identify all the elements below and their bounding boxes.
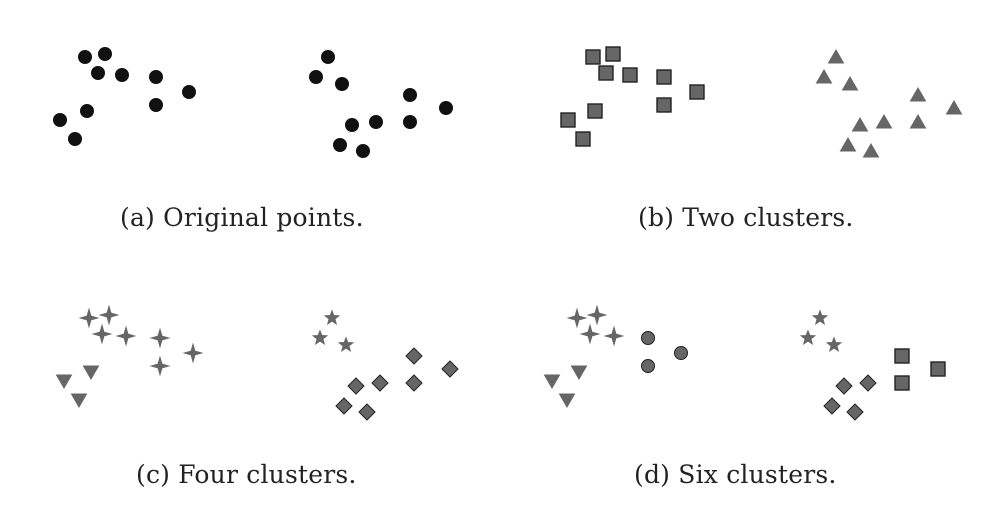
circle-point <box>80 104 94 118</box>
plus-star-point <box>78 307 100 329</box>
circle-point <box>149 70 163 84</box>
circle-point <box>403 115 417 129</box>
plus-star-point <box>91 323 113 345</box>
circle-point <box>98 47 112 61</box>
diamond-point <box>405 374 423 392</box>
diamond-point <box>441 360 459 378</box>
circle-point <box>78 50 92 64</box>
plus-star-point <box>98 304 120 326</box>
square-point <box>689 84 705 100</box>
panel-two-clusters <box>560 46 963 158</box>
caption-two-clusters: (b) Two clusters. <box>638 203 854 232</box>
circle-point <box>369 115 383 129</box>
plus-star-point <box>182 342 204 364</box>
star-point <box>323 309 341 325</box>
circle-point <box>335 77 349 91</box>
panel-four-clusters <box>55 304 459 421</box>
square-point <box>575 131 591 147</box>
star-point <box>799 329 817 345</box>
triangle-point <box>862 142 880 158</box>
square-point <box>894 375 910 391</box>
triangle-point <box>851 116 869 132</box>
circle-point <box>182 85 196 99</box>
circle-point <box>641 331 655 345</box>
diamond-point <box>371 374 389 392</box>
triangle-point <box>909 86 927 102</box>
caption-four-clusters: (c) Four clusters. <box>136 460 357 489</box>
circle-point <box>641 359 655 373</box>
plus-star-point <box>603 325 625 347</box>
star-point <box>825 336 843 352</box>
circle-point <box>115 68 129 82</box>
diamond-point <box>335 397 353 415</box>
circle-point <box>439 101 453 115</box>
circle-point <box>321 50 335 64</box>
plus-star-point <box>149 355 171 377</box>
circle-point <box>403 88 417 102</box>
circle-point <box>333 138 347 152</box>
triangle-down-point <box>70 393 88 409</box>
triangle-point <box>839 136 857 152</box>
triangle-point <box>827 48 845 64</box>
diamond-point <box>823 397 841 415</box>
plus-star-point <box>149 327 171 349</box>
circle-point <box>674 346 688 360</box>
square-point <box>605 46 621 62</box>
square-point <box>585 49 601 65</box>
triangle-point <box>909 113 927 129</box>
plus-star-point <box>115 325 137 347</box>
circle-point <box>91 66 105 80</box>
diamond-point <box>347 377 365 395</box>
triangle-point <box>875 113 893 129</box>
square-point <box>894 348 910 364</box>
circle-point <box>53 113 67 127</box>
square-point <box>622 67 638 83</box>
diamond-point <box>859 374 877 392</box>
star-point <box>811 309 829 325</box>
diamond-point <box>846 403 864 421</box>
circle-point <box>149 98 163 112</box>
square-point <box>587 103 603 119</box>
plus-star-point <box>586 304 608 326</box>
circle-point <box>68 132 82 146</box>
triangle-down-point <box>570 365 588 381</box>
square-point <box>656 69 672 85</box>
square-point <box>930 361 946 377</box>
triangle-point <box>815 68 833 84</box>
panel-original-points <box>53 47 453 158</box>
diamond-point <box>358 403 376 421</box>
square-point <box>598 65 614 81</box>
star-point <box>311 329 329 345</box>
panel-six-clusters <box>543 304 946 421</box>
square-point <box>656 97 672 113</box>
square-point <box>560 112 576 128</box>
caption-six-clusters: (d) Six clusters. <box>634 460 837 489</box>
triangle-point <box>945 99 963 115</box>
diamond-point <box>835 377 853 395</box>
triangle-down-point <box>543 374 561 390</box>
caption-original-points: (a) Original points. <box>120 203 364 232</box>
circle-point <box>345 118 359 132</box>
plus-star-point <box>579 323 601 345</box>
diamond-point <box>405 347 423 365</box>
triangle-point <box>841 75 859 91</box>
triangle-down-point <box>55 374 73 390</box>
circle-point <box>356 144 370 158</box>
plus-star-point <box>566 307 588 329</box>
triangle-down-point <box>82 365 100 381</box>
triangle-down-point <box>558 393 576 409</box>
circle-point <box>309 70 323 84</box>
star-point <box>337 336 355 352</box>
